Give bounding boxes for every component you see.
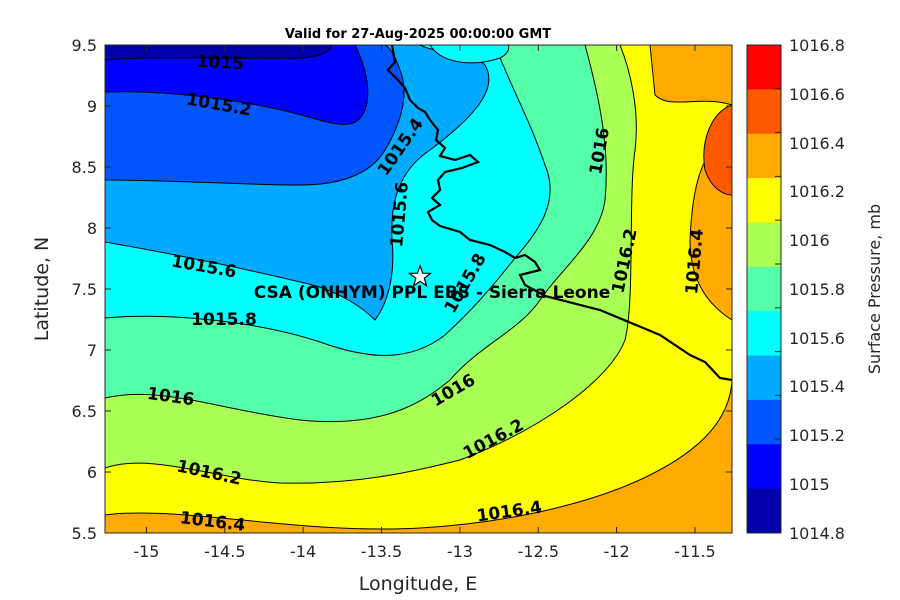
y-tick-label: 9: [87, 97, 97, 116]
pressure-band-1015-6-pocket: [429, 45, 510, 64]
x-tick-label: -14: [290, 542, 316, 561]
colorbar-tick-label: 1015.4: [789, 377, 845, 396]
colorbar-label: Surface Pressure, mb: [865, 204, 884, 374]
contour-label: 1015: [196, 52, 244, 74]
colorbar-tick-label: 1015.8: [789, 280, 845, 299]
pressure-band-1016-6: [703, 104, 732, 196]
y-axis-label: Latitude, N: [31, 237, 53, 342]
colorbar-tick-label: 1016: [789, 231, 830, 250]
y-axis: 9.5 9 8.5 8 7.5 7 6.5 6 5.5 Latitude, N: [31, 36, 732, 543]
colorbar-cell: [747, 444, 781, 490]
colorbar-cell: [747, 355, 781, 401]
x-tick-label: -13: [447, 542, 473, 561]
x-tick-label: -15: [133, 542, 159, 561]
x-tick-label: -12: [604, 542, 630, 561]
colorbar-tick-label: 1016.2: [789, 182, 845, 201]
colorbar-cell: [747, 133, 781, 179]
map-title: Valid for 27-Aug-2025 00:00:00 GMT: [285, 27, 551, 42]
colorbar-cell: [747, 222, 781, 268]
y-tick-label: 5.5: [72, 524, 97, 543]
colorbar-cell: [747, 89, 781, 135]
x-axis: -15 -14.5 -14 -13.5 -13 -12.5 -12 -11.5 …: [133, 45, 716, 595]
y-tick-label: 6.5: [72, 402, 97, 421]
colorbar-cell: [747, 266, 781, 312]
pressure-band-1015-0: [105, 45, 369, 125]
colorbar-frame: [746, 44, 782, 534]
x-tick-label: -14.5: [204, 542, 245, 561]
colorbar-cell: [747, 311, 781, 357]
colorbar-tick-label: 1015: [789, 475, 830, 494]
pressure-band-1014-8: [105, 45, 333, 61]
colorbar-cell: [747, 178, 781, 223]
x-tick-label: -13.5: [361, 542, 402, 561]
colorbar-tick-label: 1016.6: [789, 85, 845, 104]
site-label: CSA (ONHYM) PPL EBS - Sierra Leone: [254, 283, 611, 303]
y-tick-label: 7: [87, 341, 97, 360]
contour-label: 1015.8: [191, 310, 257, 330]
x-axis-label: Longitude, E: [359, 573, 478, 595]
colorbar-tick-label: 1016.4: [789, 134, 845, 153]
colorbar-cells: [747, 45, 781, 534]
colorbar-tick-label: 1015.2: [789, 426, 845, 445]
y-tick-label: 9.5: [72, 36, 97, 55]
colorbar-cell: [747, 45, 781, 90]
colorbar-ticks: [775, 44, 781, 534]
x-tick-label: -12.5: [518, 542, 559, 561]
y-tick-label: 8: [87, 219, 97, 238]
star-icon: [407, 263, 433, 288]
colorbar-tick-label: 1014.8: [789, 524, 845, 543]
colorbar-tick-label: 1015.6: [789, 329, 845, 348]
colorbar-tick-label: 1016.8: [789, 36, 845, 55]
colorbar-cell: [747, 488, 781, 534]
y-tick-label: 7.5: [72, 280, 97, 299]
colorbar-cell: [747, 399, 781, 445]
y-tick-label: 8.5: [72, 158, 97, 177]
coastline: [386, 45, 732, 382]
map-plot-area: [105, 45, 732, 533]
colorbar: 1016.8 1016.6 1016.4 1016.2 1016 1015.8 …: [746, 36, 884, 543]
x-tick-label: -11.5: [674, 542, 715, 561]
y-tick-label: 6: [87, 463, 97, 482]
